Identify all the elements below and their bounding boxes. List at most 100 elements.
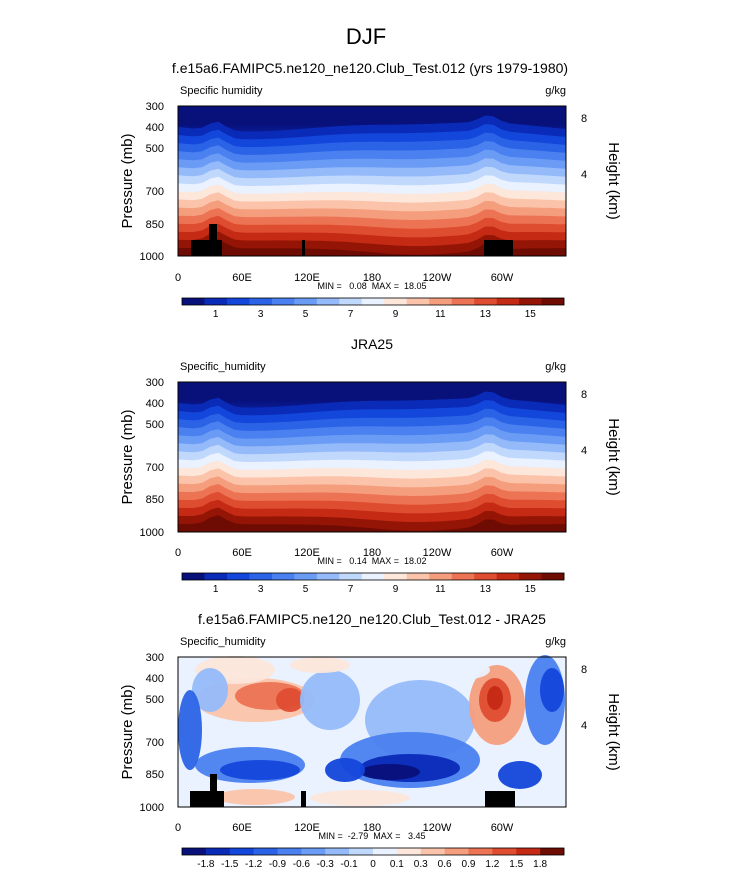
colorbar-label: 1 [213,584,219,595]
colorbar-swatch [361,573,385,580]
colorbar-swatch [249,298,273,305]
colorbar-label: 13 [480,584,492,595]
contour-blob [487,686,503,710]
colorbar-label: 11 [435,309,446,320]
y-axis-label: Pressure (mb) [119,684,136,779]
colorbar-swatch [361,298,385,305]
colorbar-swatch [253,848,278,855]
contour-blob [220,760,300,780]
colorbar-swatch [182,573,205,580]
colorbar-swatch [249,573,273,580]
colorbar-swatch [541,298,565,305]
y-ticks: 300 400 500 700 850 1000 [140,652,164,814]
y-tick-label: 400 [146,673,164,685]
colorbar: 1 3 5 7 9 11 13 15 [181,572,565,595]
y-tick-label: 700 [146,186,164,198]
y-tick-label: 1000 [140,802,164,814]
panel-units: g/kg [545,636,566,648]
x-ticks: 0 60E 120E 180 120W 60W [175,547,514,559]
y2-tick-label: 8 [581,389,587,401]
colorbar-label: 5 [303,584,309,595]
colorbar-label: -1.8 [197,859,215,870]
colorbar-label: 7 [348,584,354,595]
colorbar-label: 0 [370,859,376,870]
colorbar-swatch [396,848,422,855]
plot-frame [177,381,567,533]
colorbar-label: 3 [258,584,264,595]
colorbar-swatch [444,848,469,855]
x-tick-label: 120E [294,272,320,284]
x-tick-label: 120E [294,547,320,559]
y-tick-label: 500 [146,419,164,431]
colorbar-swatch [474,298,497,305]
x-tick-label: 60E [232,822,252,834]
contour-blob [310,790,410,806]
x-ticks: 0 60E 120E 180 120W 60W [175,822,514,834]
colorbar-label: 11 [435,584,446,595]
y2-axis-label: Height (km) [605,418,622,496]
x-tick-label: 0 [175,272,181,284]
colorbar-label: 1.8 [533,859,547,870]
contour-blob [290,657,350,673]
x-tick-label: 120W [423,822,452,834]
colorbar-swatch [451,298,475,305]
x-tick-label: 60E [232,547,252,559]
colorbar-swatch [339,573,363,580]
colorbar-swatch [229,848,254,855]
min-max-readout: MIN = 0.08 MAX = 18.05 [317,281,426,291]
colorbar-swatch [373,848,398,855]
colorbar-frame [181,572,565,581]
y2-tick-label: 4 [581,720,587,732]
colorbar-swatch [301,848,326,855]
colorbar-swatch [420,848,445,855]
y2-axis-label: Height (km) [605,142,622,220]
colorbar-swatch [541,573,565,580]
colorbar-swatch [429,298,452,305]
y-tick-label: 400 [146,398,164,410]
y2-axis-label: Height (km) [605,693,622,771]
colorbar-label: 0.6 [438,859,452,870]
panel-left-label: Specific_humidity [180,361,266,373]
contour-bands [178,655,565,806]
y-ticks: 300 400 500 700 850 1000 [140,377,164,539]
colorbar-swatch [205,848,231,855]
colorbar-label: -0.1 [341,859,359,870]
contour-blob [300,670,360,730]
y-tick-label: 1000 [140,527,164,539]
x-tick-label: 120E [294,822,320,834]
x-tick-label: 0 [175,822,181,834]
colorbar-swatch [339,298,363,305]
colorbar-swatch [406,298,430,305]
y-ticks: 300 400 500 700 850 1000 [140,101,164,263]
y-tick-label: 700 [146,462,164,474]
plot-area [177,381,567,533]
colorbar-label: 15 [525,309,537,320]
contour-blob [276,688,304,712]
colorbar-swatch [204,298,228,305]
colorbar-swatch [496,298,520,305]
topography-block [485,791,515,807]
x-ticks: 0 60E 120E 180 120W 60W [175,272,514,284]
y-tick-label: 850 [146,769,164,781]
colorbar-label: 7 [348,309,354,320]
panel-left-label: Specific_humidity [180,636,266,648]
panel-title: f.e15a6.FAMIPC5.ne120_ne120.Club_Test.01… [172,60,568,76]
x-tick-label: 60W [491,822,514,834]
colorbar-frame [181,297,565,306]
colorbar: 1 3 5 7 9 11 13 15 [181,297,565,320]
y-tick-label: 300 [146,101,164,113]
y-axis-label: Pressure (mb) [119,133,136,228]
colorbar-label: 15 [525,584,537,595]
colorbar-swatch [492,848,517,855]
contour-blob [215,789,295,805]
colorbar: -1.8 -1.5 -1.2 -0.9 -0.6 -0.3 -0.1 0 0.1 0.3 0.6 0.… [181,847,565,870]
colorbar-swatch [271,298,295,305]
colorbar-swatch [271,573,295,580]
colorbar-label: 9 [393,584,399,595]
y-tick-label: 850 [146,219,164,231]
colorbar-label: 3 [258,309,264,320]
y2-tick-label: 4 [581,169,587,181]
panel-title: f.e15a6.FAMIPC5.ne120_ne120.Club_Test.01… [198,611,546,627]
topography-block [302,240,305,256]
